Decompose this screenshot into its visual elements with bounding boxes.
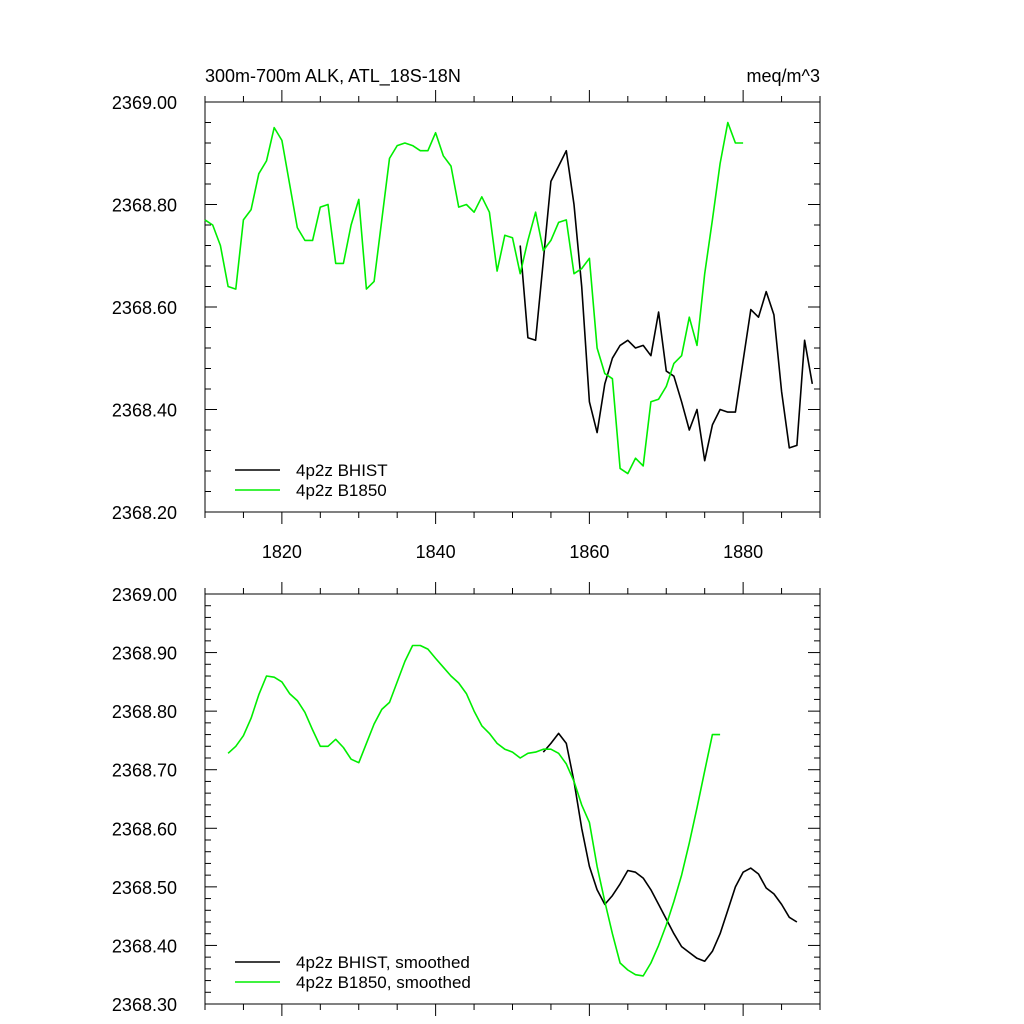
plot-frame <box>204 593 821 1005</box>
chart-panel-1: 300m-700m ALK, ATL_18S-18N meq/m^3 2368.20… <box>112 66 821 562</box>
y-tick-label: 2368.40 <box>112 936 177 956</box>
y-tick-label: 2368.30 <box>112 995 177 1015</box>
y-tick-label: 2368.40 <box>112 401 177 421</box>
y-tick-label: 2368.80 <box>112 702 177 722</box>
series-line-4p2z-b1850 <box>204 121 744 475</box>
chart-panel-2: 2368.30 2368.40 2368.50 2368.60 2368.70 2368.… <box>112 582 821 1016</box>
y-tick-label: 2369.00 <box>112 585 177 605</box>
series-line-4p2z-bhist <box>519 149 814 462</box>
y-tick-label: 2368.60 <box>112 298 177 318</box>
y-tick-label: 2368.50 <box>112 878 177 898</box>
x-tick-label: 1840 <box>416 542 456 562</box>
series-line-4p2z-bhist-smoothed <box>542 732 798 963</box>
legend-label-2: 4p2z B1850, smoothed <box>296 973 471 992</box>
chart-title-left: 300m-700m ALK, ATL_18S-18N <box>205 66 461 87</box>
x-tick-label: 1820 <box>262 542 302 562</box>
y-tick-label: 2369.00 <box>112 93 177 113</box>
y-tick-label: 2368.60 <box>112 819 177 839</box>
chart-units-label: meq/m^3 <box>747 66 820 86</box>
y-tick-label: 2368.20 <box>112 503 177 523</box>
legend-label-1: 4p2z BHIST <box>296 461 388 480</box>
series-line-4p2z-b1850-smoothed <box>227 644 721 977</box>
y-tick-label: 2368.80 <box>112 196 177 216</box>
legend-label-1: 4p2z BHIST, smoothed <box>296 953 470 972</box>
y-tick-label: 2368.70 <box>112 761 177 781</box>
x-tick-label: 1880 <box>723 542 763 562</box>
legend-label-2: 4p2z B1850 <box>296 481 387 500</box>
plot-frame <box>204 101 821 513</box>
y-tick-label: 2368.90 <box>112 644 177 664</box>
x-tick-label: 1860 <box>569 542 609 562</box>
